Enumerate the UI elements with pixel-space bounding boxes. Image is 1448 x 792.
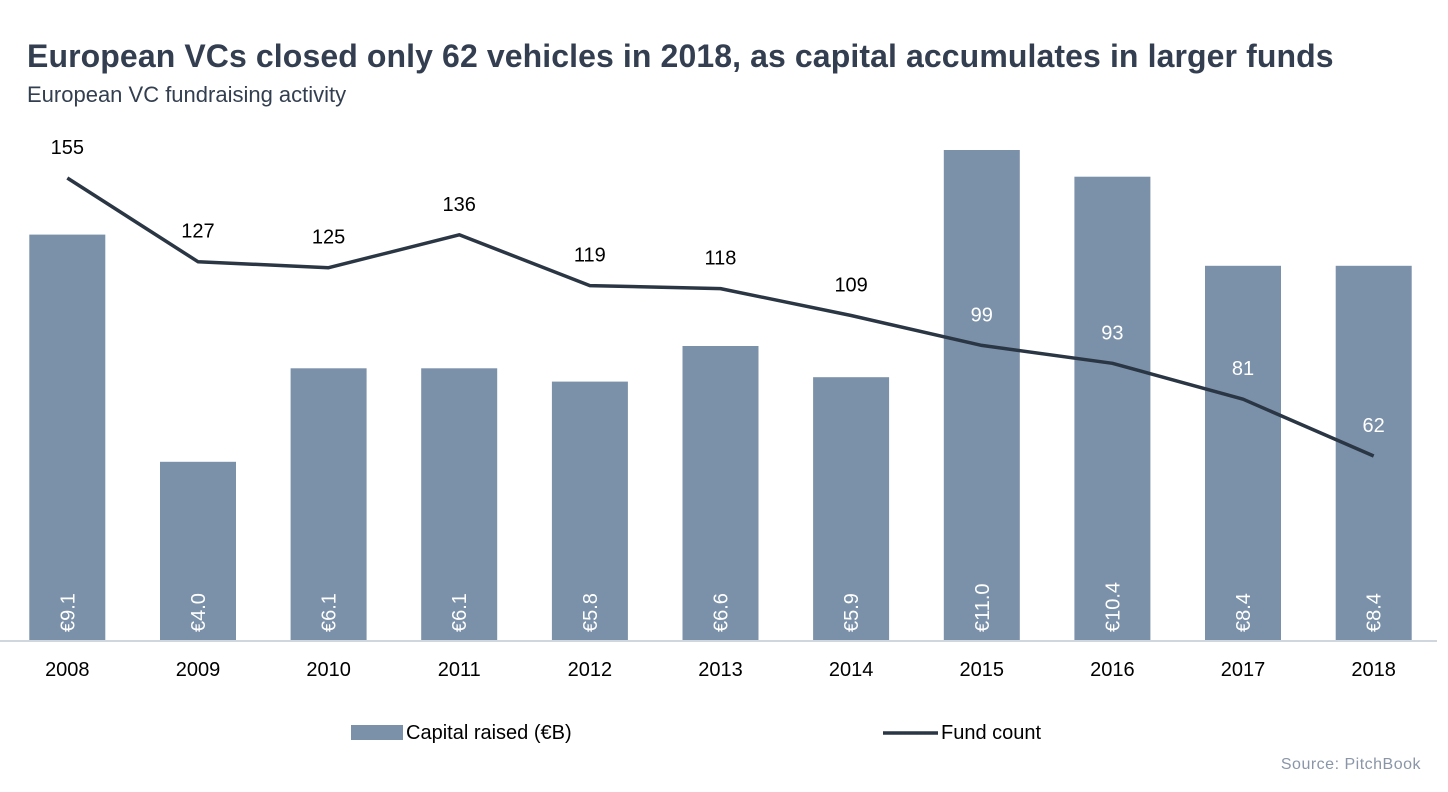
bar-label-2018: €8.4 — [1364, 593, 1386, 632]
bar-2016 — [1074, 176, 1151, 640]
x-tick-2008: 2008 — [45, 659, 90, 681]
bar-2018 — [1335, 265, 1412, 640]
line-label-2011: 136 — [443, 194, 476, 216]
x-tick-2010: 2010 — [306, 659, 351, 681]
bar-2012 — [551, 381, 628, 640]
line-label-2015: 99 — [971, 304, 993, 326]
bar-label-2015: €11.0 — [972, 583, 994, 632]
source-note: Source: PitchBook — [1280, 756, 1421, 773]
x-tick-2014: 2014 — [829, 659, 874, 681]
legend-swatch-capital — [351, 725, 403, 740]
chart-title: European VCs closed only 62 vehicles in … — [27, 38, 1334, 74]
bar-2014 — [813, 377, 890, 640]
bar-2011 — [421, 368, 498, 640]
bar-2010 — [290, 368, 367, 640]
line-label-2014: 109 — [834, 275, 867, 297]
bar-label-2016: €10.4 — [1102, 582, 1124, 632]
x-tick-2018: 2018 — [1351, 659, 1396, 681]
line-label-2008: 155 — [51, 137, 84, 159]
x-axis-labels: 2008 2009 2010 2011 2012 2013 2014 2015 2016 2017… — [45, 659, 1396, 681]
bar-series — [29, 150, 1412, 640]
line-label-2017: 81 — [1232, 358, 1254, 380]
legend-label-fund-count: Fund count — [941, 722, 1042, 744]
bar-labels: €9.1 €4.0 €6.1 €6.1 €5.8 €6.6 €5.9 €11.0 €10.4 €8… — [57, 582, 1385, 632]
line-label-2009: 127 — [181, 221, 214, 243]
bar-label-2009: €4.0 — [188, 593, 210, 632]
legend-label-capital: Capital raised (€B) — [406, 722, 572, 744]
line-label-2010: 125 — [312, 227, 345, 249]
x-tick-2013: 2013 — [698, 659, 743, 681]
bar-2008 — [29, 234, 106, 640]
bar-label-2011: €6.1 — [449, 593, 471, 632]
bar-label-2013: €6.6 — [711, 593, 733, 632]
bar-2013 — [682, 346, 759, 640]
x-tick-2017: 2017 — [1221, 659, 1266, 681]
bar-2017 — [1205, 265, 1281, 640]
bar-2009 — [160, 461, 236, 640]
line-labels: 155 127 125 136 119 118 109 99 93 81 62 — [51, 137, 1385, 437]
x-tick-2012: 2012 — [568, 659, 613, 681]
bar-label-2012: €5.8 — [580, 593, 602, 632]
bar-label-2010: €6.1 — [319, 593, 341, 632]
fund-count-line — [66, 176, 1375, 458]
legend: Capital raised (€B) Fund count — [351, 722, 1042, 744]
x-tick-2016: 2016 — [1090, 659, 1135, 681]
bar-2015 — [943, 150, 1020, 640]
line-label-2016: 93 — [1101, 322, 1123, 344]
bar-label-2014: €5.9 — [841, 593, 863, 632]
line-label-2012: 119 — [574, 245, 606, 267]
bar-label-2008: €9.1 — [57, 593, 79, 632]
x-tick-2011: 2011 — [438, 659, 481, 681]
line-label-2013: 118 — [705, 248, 737, 270]
line-label-2018: 62 — [1363, 415, 1385, 437]
chart-subtitle: European VC fundraising activity — [27, 82, 347, 107]
x-tick-2009: 2009 — [176, 659, 221, 681]
bar-label-2017: €8.4 — [1233, 593, 1255, 632]
x-tick-2015: 2015 — [960, 659, 1005, 681]
